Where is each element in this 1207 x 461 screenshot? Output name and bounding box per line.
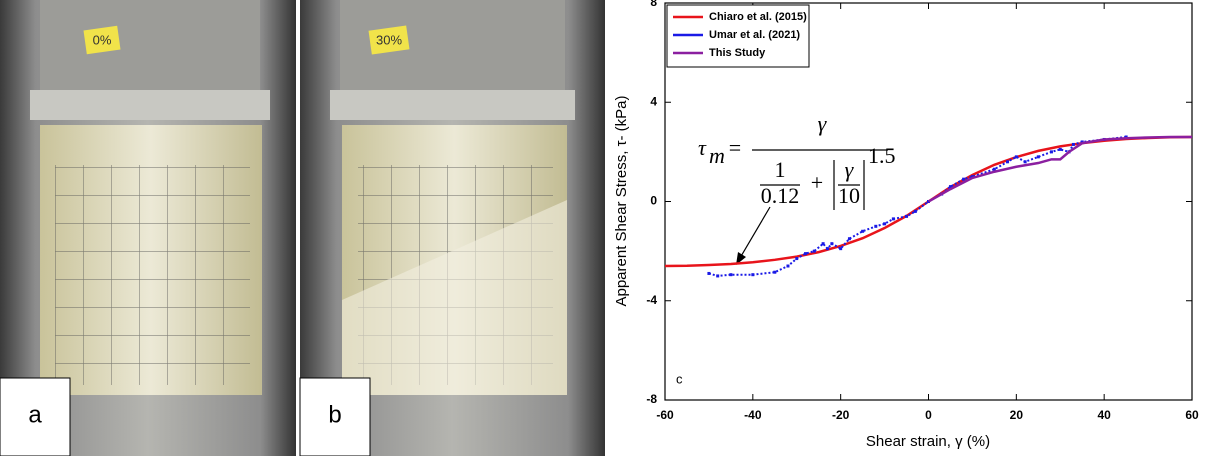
y-tick-label: 8 <box>650 0 657 9</box>
point <box>948 185 952 189</box>
point <box>825 247 829 251</box>
point <box>1036 155 1040 159</box>
y-tick-label: 0 <box>650 194 657 208</box>
x-tick-label: 0 <box>925 408 932 422</box>
panel-label: a <box>28 401 42 428</box>
tape-label: 30% <box>376 32 402 47</box>
eq-frac-den: 0.12 <box>761 183 800 208</box>
x-tick-label: 60 <box>1185 408 1199 422</box>
tape-label: 0% <box>93 32 112 47</box>
eq-abs-num: γ <box>845 157 855 182</box>
point <box>1058 147 1062 151</box>
point <box>992 167 996 171</box>
legend-box <box>666 4 810 68</box>
x-tick-label: -20 <box>832 408 850 422</box>
point <box>786 264 790 268</box>
point <box>729 273 733 277</box>
x-tick-label: -40 <box>744 408 762 422</box>
photo-b: 30% b <box>299 0 605 457</box>
point <box>962 177 966 181</box>
point <box>795 257 799 261</box>
eq-sub: m <box>709 143 725 168</box>
equation: τ m = γ 1 0.12 + γ 10 1.5 <box>698 111 896 265</box>
point <box>874 224 878 228</box>
point <box>1006 160 1010 164</box>
chart: c Shear strain, γ (%) Apparent Shear Str… <box>613 0 1199 450</box>
x-tick-label: 20 <box>1010 408 1024 422</box>
panel-label: b <box>328 401 341 428</box>
series-line <box>927 135 1192 203</box>
eq-numerator: γ <box>818 111 828 136</box>
point <box>830 242 834 246</box>
x-axis-label: Shear strain, γ (%) <box>866 433 990 450</box>
legend-label: Umar et al. (2021) <box>709 29 800 41</box>
point <box>821 242 825 246</box>
eq-abs-den: 10 <box>838 183 860 208</box>
point <box>812 249 816 253</box>
y-tick-label: 4 <box>650 94 657 108</box>
eq-equals: = <box>729 135 741 160</box>
eq-lhs: τ <box>698 135 707 160</box>
point <box>913 209 917 213</box>
legend-label: Chiaro et al. (2015) <box>709 11 807 23</box>
x-tick-label: -60 <box>656 408 674 422</box>
eq-frac-num: 1 <box>775 157 786 182</box>
y-axis-label: Apparent Shear Stress, τ- (kPa) <box>613 95 630 306</box>
point <box>883 222 887 226</box>
photo-a: 0% a <box>0 0 296 457</box>
point <box>861 229 865 233</box>
legend-label: This Study <box>709 47 766 59</box>
point <box>707 271 711 275</box>
point <box>1023 160 1027 164</box>
point <box>1014 155 1018 159</box>
y-tick-label: -8 <box>646 392 657 406</box>
point <box>891 217 895 221</box>
point <box>716 274 720 278</box>
point <box>1071 142 1075 146</box>
point <box>773 270 777 274</box>
eq-plus: + <box>811 170 823 195</box>
point <box>905 214 909 218</box>
legend: Chiaro et al. (2015) Umar et al. (2021) Th… <box>666 4 810 68</box>
point <box>804 252 808 256</box>
point <box>847 237 851 241</box>
point <box>839 247 843 251</box>
x-tick-label: 40 <box>1097 408 1111 422</box>
point <box>1049 150 1053 154</box>
point <box>751 273 755 277</box>
y-tick-label: -4 <box>646 293 657 307</box>
panel-label: c <box>676 371 683 386</box>
eq-exponent: 1.5 <box>868 143 896 168</box>
